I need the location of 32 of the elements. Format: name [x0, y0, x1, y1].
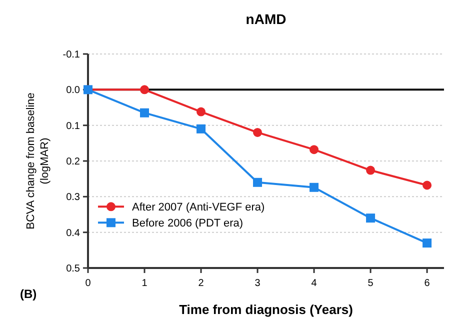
y-tick-label: 0.1	[66, 120, 80, 132]
y-tick-label: 0.0	[66, 85, 80, 96]
point	[422, 238, 432, 248]
point	[253, 128, 262, 137]
text: (B)	[20, 287, 37, 301]
y-tick-label: -0.1	[62, 50, 80, 60]
point	[310, 145, 319, 154]
point	[196, 124, 206, 134]
point	[140, 108, 150, 118]
x-tick-label: 6	[424, 278, 430, 289]
x-tick-label: 1	[142, 278, 148, 289]
x-tick-label: 5	[368, 278, 374, 289]
point	[422, 180, 432, 190]
y-tick-label: 0.4	[66, 228, 80, 239]
x-tick-label: 2	[198, 278, 204, 289]
point	[196, 107, 206, 116]
legend-label: Before 2006 (PDT era)	[132, 218, 244, 230]
y-tick-label: 0.3	[66, 192, 80, 204]
chart-title: nAMD	[246, 11, 286, 27]
y-tick-label: 0.2	[66, 156, 80, 168]
y-tick-label: 0.5	[66, 264, 80, 274]
x-tick-label: 4	[311, 278, 318, 289]
y-axis-title: BCVA change from baseline (logMAR)	[25, 92, 51, 230]
legend-label: After 2007 (Anti-VEGF era)	[132, 202, 265, 214]
point	[366, 214, 376, 223]
point	[366, 166, 376, 175]
point	[310, 182, 319, 192]
point	[140, 85, 150, 94]
x-tick-label: 0	[85, 278, 92, 289]
x-axis-title: Time from diagnosis (Years)	[179, 302, 353, 317]
x-tick-label: 3	[254, 278, 261, 289]
point	[253, 178, 262, 187]
